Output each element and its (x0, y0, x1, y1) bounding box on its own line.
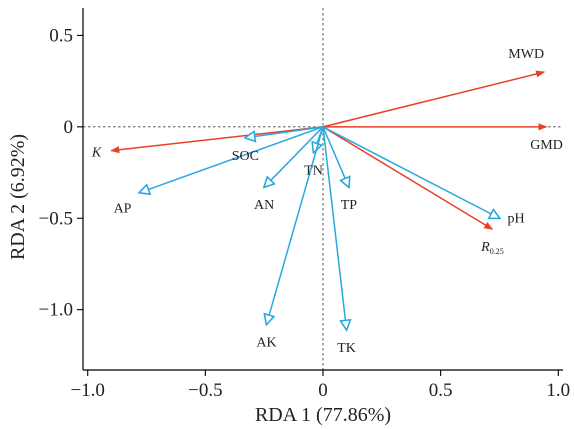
vector-r0-25 (322, 126, 494, 230)
vector-k (110, 126, 324, 154)
y-tick-label: 0.5 (49, 25, 73, 46)
vector-tp (322, 126, 349, 187)
vector-label-r0-25: R0.25 (480, 240, 504, 256)
vector-label-tp: TP (341, 198, 358, 213)
vector-mwd (322, 70, 546, 128)
vector-label-ap: AP (114, 202, 132, 217)
y-tick-label: −1.0 (39, 300, 73, 321)
y-tick-label: 0 (64, 117, 74, 138)
vector-label-k: K (91, 146, 102, 161)
axes: −1.0 −0.5 0 0.5 1.0 −1.0 −0.5 0 0.5 (39, 8, 570, 401)
x-tick-label: 0.5 (429, 380, 453, 401)
vector-ph (322, 126, 499, 218)
vectors (110, 70, 548, 330)
y-tick-label: −0.5 (39, 208, 73, 229)
y-axis-label: RDA 2 (6.92%) (7, 134, 29, 260)
vector-label-ph: pH (507, 211, 524, 226)
vector-tk (322, 126, 347, 330)
vector-ap (139, 126, 324, 193)
vector-label-mwd: MWD (508, 47, 544, 62)
vector-label-ak: AK (256, 335, 276, 350)
vector-labels: MWD GMD K R0.25 SOC AP TN AN TP pH AK TK (91, 47, 563, 356)
vector-label-gmd: GMD (530, 138, 563, 153)
vector-label-soc: SOC (232, 149, 259, 164)
reference-lines (83, 8, 563, 370)
vector-label-an: AN (254, 198, 274, 213)
vector-ak (267, 126, 324, 324)
x-tick-label: −1.0 (70, 380, 104, 401)
vector-label-tk: TK (337, 341, 356, 356)
x-tick-label: 1.0 (546, 380, 570, 401)
x-tick-label: −0.5 (188, 380, 222, 401)
x-axis-label: RDA 1 (77.86%) (255, 404, 391, 426)
vector-label-tn: TN (304, 163, 323, 178)
x-tick-label: 0 (318, 380, 328, 401)
vector-an (264, 126, 324, 187)
vector-soc (245, 126, 324, 138)
